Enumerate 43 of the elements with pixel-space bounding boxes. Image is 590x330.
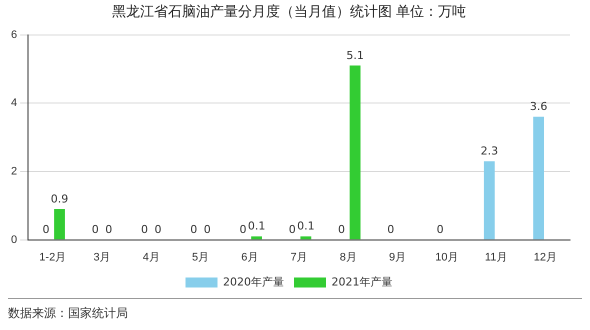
- y-tick-label: 0: [10, 234, 18, 246]
- data-label: 0.9: [50, 192, 68, 206]
- data-label: 0.1: [297, 220, 315, 233]
- data-label: 0: [141, 223, 148, 236]
- data-label: 5.1: [346, 48, 364, 62]
- data-label: 2.3: [480, 144, 498, 158]
- data-label: 0: [190, 223, 198, 236]
- data-label: 0: [288, 223, 296, 236]
- data-label: 0: [92, 223, 99, 236]
- chart-title: 黑龙江省石脑油产量分月度（当月值）统计图 单位：万吨: [112, 4, 466, 20]
- legend-label: 2021年产量: [332, 275, 392, 288]
- data-label: 0: [105, 223, 112, 236]
- bar: [54, 209, 65, 240]
- data-label: 0: [387, 223, 394, 236]
- data-label: 0: [338, 223, 346, 236]
- x-tick-label: 11月: [484, 251, 508, 264]
- legend-label: 2020年产量: [223, 275, 284, 288]
- x-tick-label: 8月: [340, 251, 357, 264]
- x-tick-label: 10月: [435, 251, 458, 264]
- data-label: 0: [436, 223, 444, 236]
- data-label: 0: [154, 223, 162, 236]
- data-label: 0: [42, 223, 50, 236]
- bar: [533, 116, 544, 240]
- x-tick-label: 1-2月: [39, 251, 66, 264]
- y-tick-label: 2: [10, 166, 18, 178]
- x-tick-label: 3月: [93, 251, 111, 264]
- x-tick-label: 7月: [290, 251, 308, 264]
- data-label: 0.1: [248, 220, 266, 233]
- x-tick-label: 5月: [192, 251, 210, 264]
- x-tick-label: 9月: [389, 251, 406, 264]
- data-label: 0: [240, 223, 247, 236]
- x-tick-label: 6月: [241, 251, 258, 264]
- data-label: 3.6: [530, 100, 548, 114]
- x-tick-label: 12月: [534, 251, 557, 264]
- data-label: 0: [204, 223, 211, 236]
- bar: [484, 161, 495, 240]
- x-tick-label: 4月: [142, 251, 160, 264]
- bar: [300, 236, 312, 240]
- bar: [251, 236, 262, 240]
- y-tick-label: 6: [10, 28, 18, 41]
- source-note: 数据来源：国家统计局: [8, 306, 128, 320]
- y-tick-label: 4: [10, 97, 18, 110]
- bar: [350, 66, 361, 240]
